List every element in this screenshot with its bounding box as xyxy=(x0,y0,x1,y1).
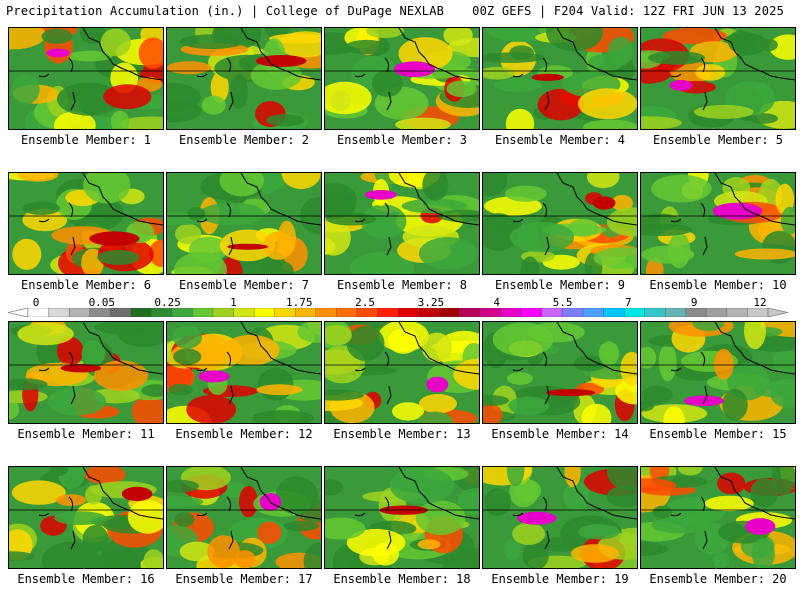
ensemble-member-label: Ensemble Member: 2 xyxy=(178,133,310,147)
color-scale-tick-label: 2.5 xyxy=(355,296,376,309)
precip-map xyxy=(640,27,796,130)
color-scale-tick-label: 0 xyxy=(32,296,40,309)
ensemble-member-label: Ensemble Member: 7 xyxy=(178,278,310,292)
precip-map xyxy=(8,27,164,130)
ensemble-member-label: Ensemble Member: 14 xyxy=(491,427,629,441)
color-scale-tick-label: 1.75 xyxy=(286,296,313,309)
precip-map xyxy=(324,466,480,569)
precip-map xyxy=(166,466,322,569)
color-scale-swatch xyxy=(130,308,152,317)
ensemble-member-label: Ensemble Member: 15 xyxy=(649,427,787,441)
color-scale-swatch xyxy=(438,308,461,317)
color-scale-swatch xyxy=(685,308,707,317)
ensemble-member-label: Ensemble Member: 8 xyxy=(336,278,468,292)
color-scale-swatch xyxy=(356,308,378,317)
precip-map xyxy=(482,321,638,424)
color-scale-swatch xyxy=(89,308,111,317)
ensemble-member-label: Ensemble Member: 5 xyxy=(652,133,784,147)
precip-map xyxy=(640,172,796,275)
color-scale-swatch xyxy=(253,308,276,317)
color-scale-swatch xyxy=(377,308,399,317)
precip-map xyxy=(482,466,638,569)
color-scale-tick-label: 0.05 xyxy=(88,296,116,309)
color-scale-swatch xyxy=(27,308,50,317)
color-scale-swatch xyxy=(726,308,748,317)
precip-map xyxy=(324,27,480,130)
ensemble-member-label: Ensemble Member: 6 xyxy=(20,278,152,292)
color-scale-swatch xyxy=(480,308,502,317)
precip-map xyxy=(8,321,164,424)
color-scale-swatch xyxy=(192,308,214,317)
color-scale-swatch xyxy=(500,308,522,317)
color-scale-swatch xyxy=(110,308,132,317)
precip-map xyxy=(482,27,638,130)
color-scale-swatch xyxy=(315,308,337,317)
ensemble-member-label: Ensemble Member: 10 xyxy=(649,278,787,292)
color-scale-swatch xyxy=(418,308,440,317)
precip-map xyxy=(8,466,164,569)
precip-map xyxy=(8,172,164,275)
ensemble-member-label: Ensemble Member: 13 xyxy=(333,427,471,441)
color-scale-tick-label: 1 xyxy=(230,296,237,309)
color-scale-swatch xyxy=(747,308,769,317)
ensemble-member-label: Ensemble Member: 19 xyxy=(491,572,629,586)
precip-map xyxy=(166,27,322,130)
color-scale-tick-label: 3.25 xyxy=(417,296,445,309)
run-valid-time: 00Z GEFS | F204 Valid: 12Z FRI JUN 13 20… xyxy=(472,4,784,18)
color-scale-tick-label: 0.25 xyxy=(154,296,181,309)
ensemble-member-label: Ensemble Member: 4 xyxy=(494,133,626,147)
color-scale-swatch xyxy=(68,308,91,317)
precip-map xyxy=(166,321,322,424)
color-scale-swatch xyxy=(48,308,70,317)
precip-map xyxy=(640,321,796,424)
color-scale-swatch xyxy=(623,308,646,317)
color-scale-swatch xyxy=(212,308,235,317)
color-scale-swatch xyxy=(171,308,193,317)
color-scale-swatch xyxy=(603,308,625,317)
chart-title: Precipitation Accumulation (in.) | Colle… xyxy=(6,4,445,18)
color-scale-tick-label: 5.5 xyxy=(552,296,573,309)
color-scale-swatch xyxy=(665,308,687,317)
ensemble-member-label: Ensemble Member: 9 xyxy=(494,278,626,292)
precip-map xyxy=(640,466,796,569)
color-scale-swatch xyxy=(562,308,584,317)
precip-map xyxy=(482,172,638,275)
color-scale-swatch xyxy=(582,308,605,317)
color-scale-tick-label: 7 xyxy=(625,296,632,309)
ensemble-member-label: Ensemble Member: 11 xyxy=(17,427,155,441)
precip-map xyxy=(324,172,480,275)
color-scale-swatch xyxy=(706,308,728,317)
color-scale-swatch xyxy=(274,308,296,317)
ensemble-member-label: Ensemble Member: 18 xyxy=(333,572,471,586)
color-scale-swatch xyxy=(295,308,317,317)
precip-map xyxy=(166,172,322,275)
color-scale-swatch xyxy=(233,308,255,317)
ensemble-member-label: Ensemble Member: 20 xyxy=(649,572,787,586)
color-scale-swatch xyxy=(459,308,481,317)
ensemble-member-label: Ensemble Member: 3 xyxy=(336,133,468,147)
ensemble-member-label: Ensemble Member: 1 xyxy=(20,133,152,147)
ensemble-member-label: Ensemble Member: 16 xyxy=(17,572,155,586)
color-scale-tick-label: 4 xyxy=(493,296,501,309)
ensemble-member-label: Ensemble Member: 12 xyxy=(175,427,313,441)
scale-min-arrow xyxy=(8,308,29,317)
ensemble-member-label: Ensemble Member: 17 xyxy=(175,572,313,586)
color-scale-swatch xyxy=(336,308,358,317)
color-scale-swatch xyxy=(151,308,173,317)
color-scale: 0 0.05 0.25 1 1.75 2.5 3.25 4 5.5 7 9 12 xyxy=(8,296,788,320)
color-scale-swatch xyxy=(541,308,563,317)
color-scale-swatch xyxy=(644,308,666,317)
color-scale-bar xyxy=(8,308,788,317)
color-scale-tick-label: 9 xyxy=(690,296,698,309)
color-scale-swatch xyxy=(521,308,543,317)
color-scale-tick-label: 12 xyxy=(753,296,767,309)
precip-map xyxy=(324,321,480,424)
color-scale-swatch xyxy=(397,308,420,317)
scale-max-arrow xyxy=(767,308,788,317)
